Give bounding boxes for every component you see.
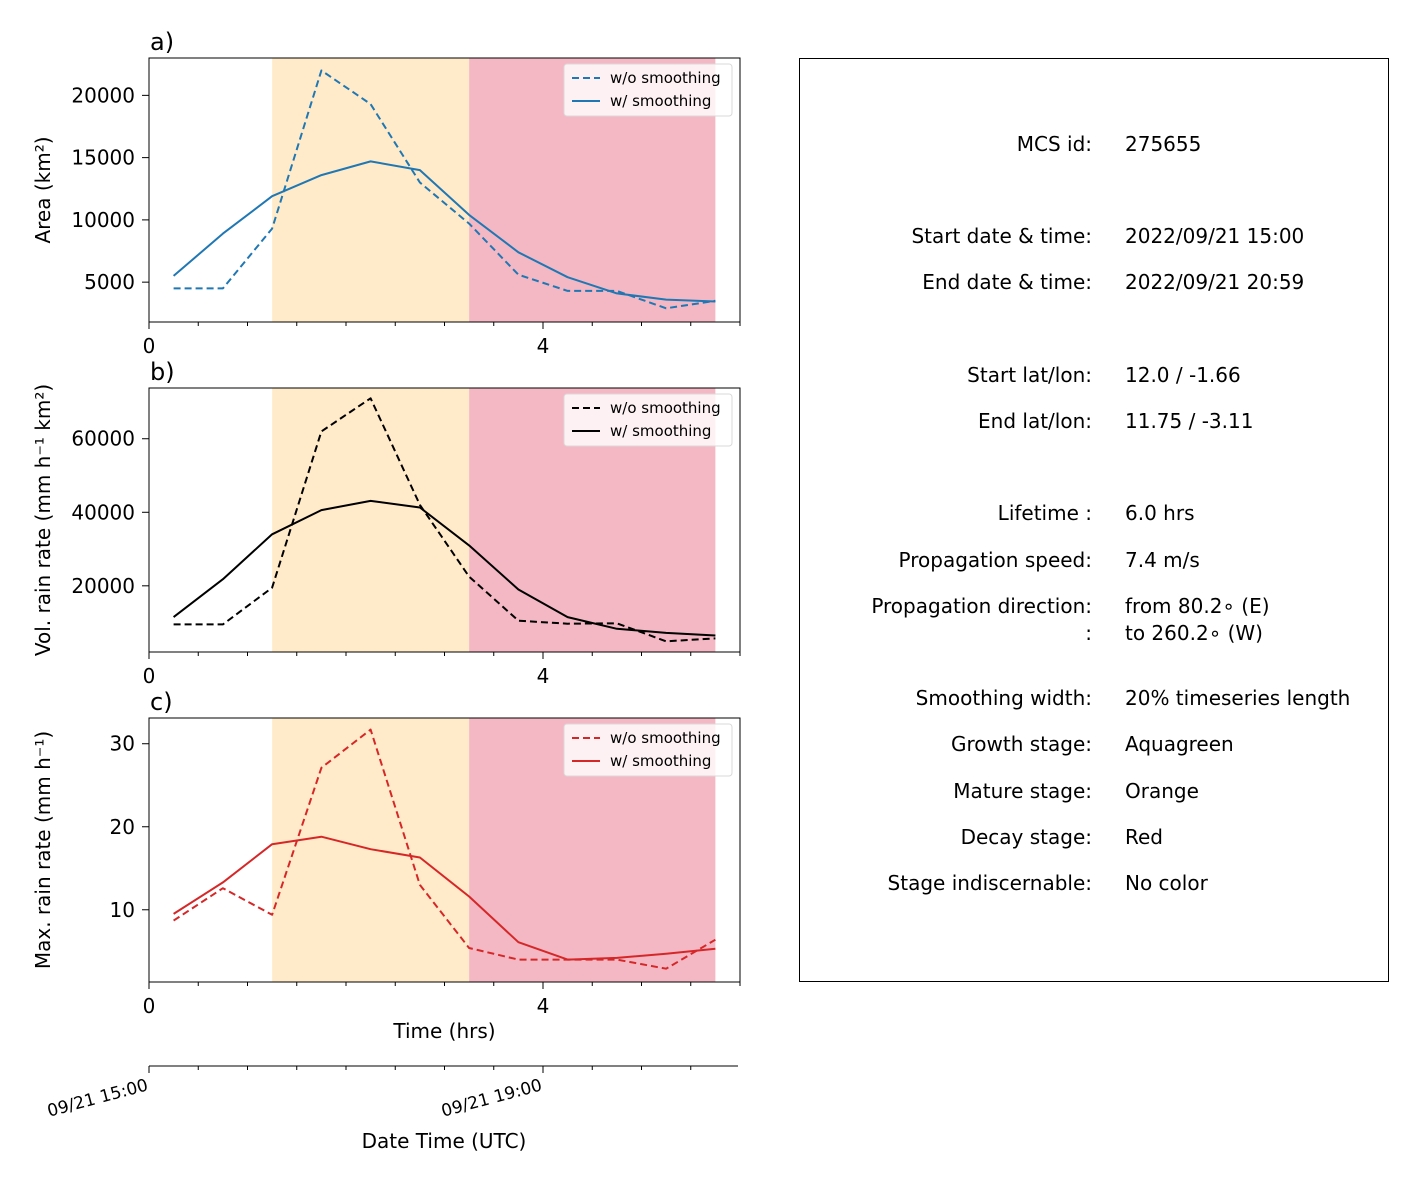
legend-label: w/o smoothing (610, 399, 721, 417)
info-label: End date & time: (922, 270, 1092, 294)
info-label: Propagation direction: (871, 594, 1092, 618)
info-value: 7.4 m/s (1125, 548, 1200, 572)
info-label: Start lat/lon: (967, 363, 1092, 387)
info-label: Smoothing width: (915, 686, 1092, 710)
series-line-unsmoothed (173, 397, 716, 643)
x-tick-label: 0 (143, 664, 156, 688)
y-tick-label: 5000 (84, 270, 135, 294)
y-tick-label: 30 (110, 732, 135, 756)
info-value: No color (1125, 871, 1208, 895)
info-value: Red (1125, 825, 1163, 849)
y-tick-label: 60000 (71, 427, 135, 451)
info-label: Decay stage: (960, 825, 1092, 849)
x-axis-label: Time (hrs) (392, 1019, 495, 1043)
info-value: Orange (1125, 779, 1199, 803)
legend-label: w/ smoothing (610, 92, 711, 110)
datetime-axis: 09/21 15:00 09/21 19:00 Date Time (UTC) (45, 1065, 738, 1153)
legend-label: w/ smoothing (610, 752, 711, 770)
series-line-smoothed (173, 835, 716, 961)
y-axis-label: Max. rain rate (mm h⁻¹) (31, 731, 55, 969)
x-tick-label: 0 (143, 994, 156, 1018)
datetime-tick-label: 09/21 19:00 (439, 1076, 544, 1122)
info-value: Aquagreen (1125, 732, 1234, 756)
x-tick-label: 4 (537, 664, 550, 688)
info-value: 2022/09/21 20:59 (1125, 270, 1305, 294)
series-line-unsmoothed (173, 69, 716, 310)
info-label: End lat/lon: (978, 409, 1092, 433)
legend-box (563, 723, 733, 777)
y-tick-label: 10 (110, 898, 135, 922)
info-value: 6.0 hrs (1125, 501, 1195, 525)
y-axis-label: Vol. rain rate (mm h⁻¹ km²) (31, 384, 55, 656)
info-label: : (1085, 621, 1092, 645)
info-value: 11.75 / -3.11 (1125, 409, 1254, 433)
info-value: 12.0 / -1.66 (1125, 363, 1241, 387)
stage-band-mature (272, 58, 470, 322)
y-tick-label: 15000 (71, 146, 135, 170)
y-tick-label: 20 (110, 815, 135, 839)
info-label: Propagation speed: (898, 548, 1092, 572)
legend-label: w/o smoothing (610, 69, 721, 87)
y-tick-label: 20000 (71, 574, 135, 598)
info-label: Stage indiscernable: (887, 871, 1092, 895)
x-tick-label: 0 (143, 334, 156, 358)
series-line-smoothed (172, 499, 716, 637)
series-line-smoothed (172, 160, 716, 303)
info-label: MCS id: (1016, 132, 1092, 156)
panel-label: b) (150, 358, 175, 386)
y-axis-label: Area (km²) (31, 136, 55, 243)
chart-panel-a: 0 4 5000 10000 15000 20000 a) Area (km²) w/o smo… (31, 28, 741, 358)
legend-box (563, 63, 733, 117)
info-value: to 260.2∘ (W) (1125, 621, 1263, 645)
legend-label: w/o smoothing (610, 729, 721, 747)
y-tick-label: 10000 (71, 208, 135, 232)
y-tick-label: 40000 (71, 500, 135, 524)
info-value: from 80.2∘ (E) (1125, 594, 1270, 618)
info-value: 275655 (1125, 132, 1202, 156)
mcs-info-panel: MCS id: 275655 Start date & time: 2022/0… (799, 58, 1389, 982)
info-value: 20% timeseries length (1125, 686, 1351, 710)
info-label: Mature stage: (953, 779, 1092, 803)
legend-label: w/ smoothing (610, 422, 711, 440)
datetime-tick-label: 09/21 15:00 (45, 1076, 150, 1122)
x-tick-label: 4 (537, 994, 550, 1018)
panel-label: c) (150, 688, 173, 716)
x-tick-label: 4 (537, 334, 550, 358)
info-value: 2022/09/21 15:00 (1125, 224, 1305, 248)
panel-label: a) (150, 28, 174, 56)
y-tick-label: 20000 (71, 83, 135, 107)
series-line-unsmoothed (173, 728, 716, 970)
info-label: Start date & time: (911, 224, 1092, 248)
info-label: Lifetime : (997, 501, 1092, 525)
info-label: Growth stage: (950, 732, 1092, 756)
datetime-axis-label: Date Time (UTC) (362, 1129, 527, 1153)
chart-panel-b: 0 4 20000 40000 60000 b) Vol. rain rate (mm h⁻… (31, 358, 741, 688)
legend-box (563, 393, 733, 447)
chart-panel-c: 0 4 10 20 30 c) Max. rain rate (mm h⁻¹) Time (h… (31, 688, 741, 1043)
